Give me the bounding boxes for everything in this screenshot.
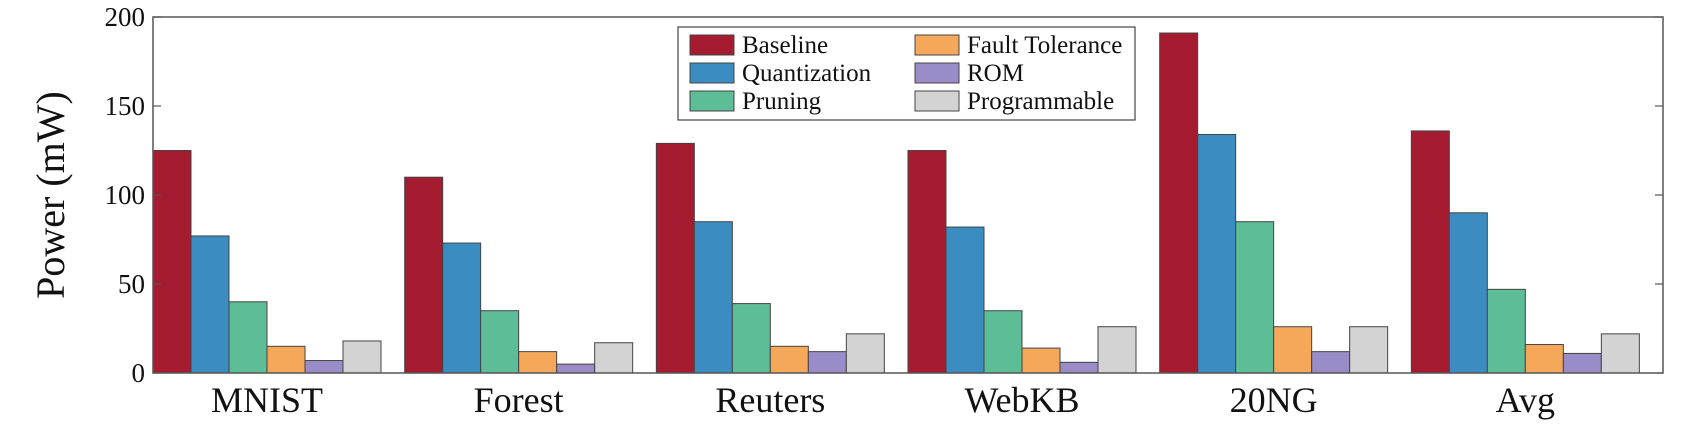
bar-fault-tolerance-reuters (769, 345, 809, 374)
bar-pruning-20ng (1235, 221, 1275, 374)
bar-rom-reuters (807, 351, 847, 374)
bar-quantization-20ng (1197, 133, 1237, 374)
bar-baseline-avg (1410, 130, 1450, 374)
bars-layer (152, 32, 1640, 374)
x-category-label: Reuters (715, 380, 825, 420)
bar-programmable-avg (1600, 333, 1640, 374)
bar-pruning-webkb (983, 310, 1023, 374)
y-axis-title: Power (mW) (28, 91, 73, 299)
y-tick-label: 50 (118, 269, 145, 299)
bar-fault-tolerance-mnist (266, 345, 306, 374)
bar-programmable-mnist (342, 340, 382, 374)
bar-programmable-reuters (845, 333, 885, 374)
y-tick-label: 100 (105, 180, 146, 210)
bar-fault-tolerance-webkb (1021, 347, 1061, 374)
bar-fault-tolerance-forest (518, 351, 558, 374)
y-tick-label: 200 (105, 2, 146, 32)
bar-rom-webkb (1059, 361, 1099, 374)
y-tick-label: 150 (105, 91, 146, 121)
bar-pruning-mnist (228, 301, 268, 374)
legend-box (677, 26, 1136, 121)
legend-swatch (914, 34, 960, 56)
bar-fault-tolerance-20ng (1273, 326, 1313, 374)
bar-baseline-20ng (1159, 32, 1199, 374)
x-axis: MNIST Forest Reuters WebKB 20NG Avg (211, 380, 1555, 420)
legend-label: Programmable (967, 88, 1114, 115)
bar-programmable-20ng (1349, 326, 1389, 374)
bar-rom-mnist (304, 360, 344, 374)
bar-baseline-forest (404, 176, 444, 374)
bar-baseline-mnist (152, 150, 192, 374)
bar-pruning-forest (480, 310, 520, 374)
x-category-label: Avg (1496, 380, 1555, 420)
legend-swatch (914, 90, 960, 112)
y-tick-label: 0 (132, 358, 146, 388)
bar-quantization-mnist (190, 235, 230, 374)
bar-pruning-avg (1486, 288, 1526, 374)
x-category-label: WebKB (964, 380, 1079, 420)
legend-label: Fault Tolerance (967, 32, 1122, 59)
x-category-label: Forest (474, 380, 564, 420)
y-axis: 0 50 100 150 200 (105, 2, 1663, 388)
legend-label: Baseline (742, 32, 828, 59)
legend-swatch (689, 62, 735, 84)
bar-baseline-reuters (655, 142, 695, 374)
x-category-label: MNIST (211, 380, 323, 420)
bar-rom-20ng (1311, 351, 1351, 374)
legend-swatch (914, 62, 960, 84)
bar-quantization-avg (1448, 212, 1488, 374)
legend-swatch (689, 90, 735, 112)
bar-programmable-webkb (1097, 326, 1137, 374)
bar-quantization-webkb (945, 226, 985, 374)
bar-baseline-webkb (907, 150, 947, 374)
bar-pruning-reuters (731, 303, 771, 374)
bar-programmable-forest (594, 342, 634, 374)
bar-rom-avg (1562, 352, 1602, 374)
legend-label: ROM (967, 60, 1024, 87)
bar-fault-tolerance-avg (1524, 344, 1564, 374)
bar-rom-forest (556, 363, 596, 374)
legend-label: Pruning (742, 88, 822, 115)
bar-quantization-forest (442, 242, 482, 374)
legend-label: Quantization (742, 60, 872, 87)
bar-quantization-reuters (693, 221, 733, 374)
x-category-label: 20NG (1230, 380, 1318, 420)
legend-swatch (689, 34, 735, 56)
